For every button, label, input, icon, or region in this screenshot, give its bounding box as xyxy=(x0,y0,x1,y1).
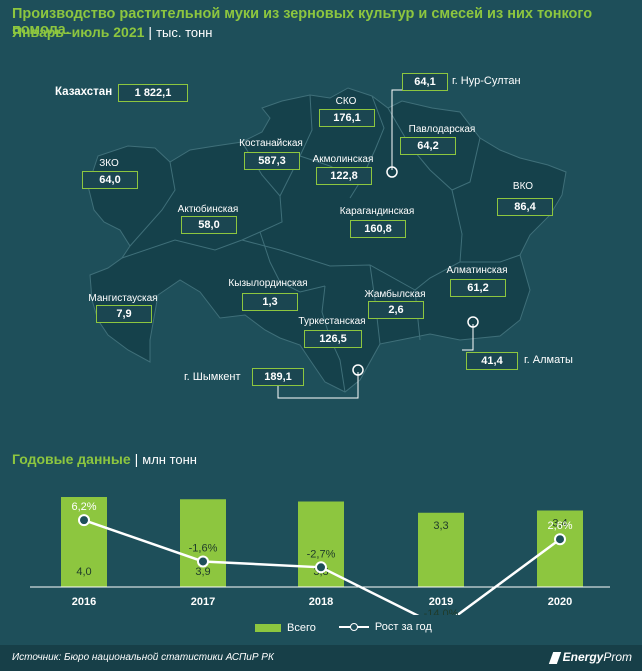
x-tick-label-2018: 2018 xyxy=(309,596,333,608)
region-value-turkestan: 126,5 xyxy=(304,330,362,348)
bar-value-label-2016: 4,0 xyxy=(76,566,91,578)
city-value-shymkent: 189,1 xyxy=(252,368,304,386)
logo-text-main: Energy xyxy=(562,650,604,664)
country-label: Казахстан xyxy=(55,86,113,98)
annual-chart-header: Годовые данные | млн тонн xyxy=(12,451,197,467)
footer-bar: Источник: Бюро национальной статистики А… xyxy=(0,645,642,671)
logo-text-light: Prom xyxy=(603,650,632,664)
region-label-karaganda: Карагандинская xyxy=(339,206,415,217)
growth-value-label-2020: 2,6% xyxy=(547,520,572,532)
bar-value-label-2017: 3,9 xyxy=(195,566,210,578)
bar-value-label-2020: 3,4 xyxy=(552,518,567,530)
title-separator: | xyxy=(148,24,153,40)
legend-swatch-total xyxy=(255,624,281,632)
region-value-akmola: 122,8 xyxy=(316,167,372,185)
x-tick-label-2020: 2020 xyxy=(548,596,572,608)
growth-value-label-2019: -14,0% xyxy=(424,608,459,615)
growth-point-2020 xyxy=(554,533,566,546)
x-tick-label-2019: 2019 xyxy=(429,596,453,608)
nur-sultan-city-marker xyxy=(386,166,398,178)
x-tick-label-2016: 2016 xyxy=(72,596,96,608)
growth-point-2016 xyxy=(78,514,90,527)
bar-2017 xyxy=(180,499,226,587)
country-total-value: 1 822,1 xyxy=(118,84,188,102)
region-value-sko: 176,1 xyxy=(319,109,375,127)
region-value-zhambyl: 2,6 xyxy=(368,301,424,319)
region-value-vko: 86,4 xyxy=(497,198,553,216)
region-label-zko: ЗКО xyxy=(99,158,119,169)
unit-label: тыс. тонн xyxy=(156,25,213,40)
region-value-zko: 64,0 xyxy=(82,171,138,189)
region-label-pavlodar: Павлодарская xyxy=(408,124,476,135)
legend-swatch-growth xyxy=(338,622,369,632)
region-label-sko: СКО xyxy=(335,96,357,107)
region-value-aktobe: 58,0 xyxy=(181,216,237,234)
legend-label-total: Всего xyxy=(287,622,316,634)
bar-2016 xyxy=(61,497,107,587)
region-label-vko: ВКО xyxy=(512,181,534,192)
region-value-mangystau: 7,9 xyxy=(96,305,152,323)
region-label-turkestan: Туркестанская xyxy=(298,316,366,327)
region-label-kyzylorda: Кызылординская xyxy=(228,278,308,289)
city-value-nur-sultan: 64,1 xyxy=(402,73,448,91)
growth-value-label-2018: -2,7% xyxy=(307,548,336,560)
chart-legend: Всего Рост за год xyxy=(255,621,452,635)
page-title: Производство растительной муки из зернов… xyxy=(12,6,593,38)
region-label-aktobe: Актюбинская xyxy=(177,204,239,215)
region-label-almaty-region: Алматинская xyxy=(446,265,508,276)
x-tick-label-2017: 2017 xyxy=(191,596,215,608)
growth-value-label-2017: -1,6% xyxy=(189,542,218,554)
energyprom-logo: EnergyProm xyxy=(548,650,632,664)
growth-point-2017 xyxy=(197,555,209,568)
annual-chart-unit: млн тонн xyxy=(142,452,197,467)
city-label-nur-sultan: г. Нур-Султан xyxy=(452,75,521,87)
bar-2019 xyxy=(418,512,464,587)
bar-2020 xyxy=(537,510,583,587)
legend-item-growth: Рост за год xyxy=(338,621,432,633)
region-value-pavlodar: 64,2 xyxy=(400,137,456,155)
annual-chart-title: Годовые данные xyxy=(12,451,131,467)
region-value-kyzylorda: 1,3 xyxy=(242,293,298,311)
city-label-almaty: г. Алматы xyxy=(524,354,573,366)
city-label-shymkent: г. Шымкент xyxy=(184,371,241,383)
region-label-akmola: Акмолинская xyxy=(312,154,374,165)
region-label-kostanay: Костанайская xyxy=(239,138,303,149)
growth-point-2018 xyxy=(315,561,327,574)
region-value-kostanay: 587,3 xyxy=(244,152,300,170)
legend-item-total: Всего xyxy=(255,622,316,634)
annual-title-separator: | xyxy=(134,451,139,467)
region-borders xyxy=(121,94,521,393)
city-value-almaty: 41,4 xyxy=(466,352,518,370)
period-label: Январь–июль 2021 xyxy=(12,24,145,40)
region-value-karaganda: 160,8 xyxy=(350,220,406,238)
region-label-zhambyl: Жамбылская xyxy=(364,289,426,300)
almaty-city-marker xyxy=(467,316,479,328)
logo-mark-icon xyxy=(548,651,561,664)
growth-value-label-2016: 6,2% xyxy=(71,501,96,513)
legend-label-growth: Рост за год xyxy=(374,621,432,633)
shymkent-city-marker xyxy=(352,364,364,376)
source-note: Источник: Бюро национальной статистики А… xyxy=(12,652,274,663)
bar-value-label-2019: 3,3 xyxy=(433,520,448,532)
region-value-almaty-region: 61,2 xyxy=(450,279,506,297)
page-subtitle: Январь–июль 2021 | тыс. тонн xyxy=(12,24,212,40)
region-label-mangystau: Мангистауская xyxy=(88,293,158,304)
